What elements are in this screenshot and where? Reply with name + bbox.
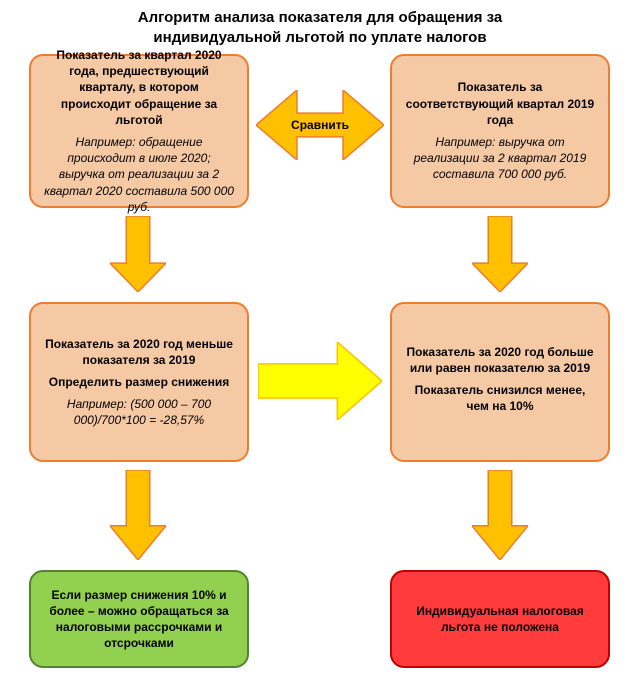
box-q2020-bold: Показатель за квартал 2020 года, предшес… xyxy=(43,47,235,128)
title-line1: Алгоритм анализа показателя для обращени… xyxy=(138,9,503,26)
box-q2019: Показатель за соответствующий квартал 20… xyxy=(390,54,610,208)
arrow-right-yellow xyxy=(258,342,382,420)
box-ml-bold1: Показатель за 2020 год меньше показателя… xyxy=(43,336,235,368)
result-eligible-text: Если размер снижения 10% и более – можно… xyxy=(43,587,235,652)
box-q2019-bold: Показатель за соответствующий квартал 20… xyxy=(404,79,596,128)
box-mr-bold1: Показатель за 2020 год больше или равен … xyxy=(404,344,596,376)
box-ml-example: Например: (500 000 – 700 000)/700*100 = … xyxy=(43,396,235,428)
box-mr-bold2: Показатель снизился менее, чем на 10% xyxy=(404,382,596,414)
box-ge-2019: Показатель за 2020 год больше или равен … xyxy=(390,302,610,462)
page-title: Алгоритм анализа показателя для обращени… xyxy=(0,8,640,47)
svg-text:Сравнить: Сравнить xyxy=(291,118,349,132)
box-q2019-example: Например: выручка от реализации за 2 ква… xyxy=(404,134,596,183)
box-q2020: Показатель за квартал 2020 года, предшес… xyxy=(29,54,249,208)
title-line2: индивидуальной льготой по уплате налогов xyxy=(153,29,486,46)
compare-arrow: Сравнить xyxy=(256,90,384,160)
box-ml-bold2: Определить размер снижения xyxy=(43,374,235,390)
box-result-not-eligible: Индивидуальная налоговая льгота не полож… xyxy=(390,570,610,668)
box-result-eligible: Если размер снижения 10% и более – можно… xyxy=(29,570,249,668)
arrow-down-left-1 xyxy=(110,216,166,292)
flowchart-container: Алгоритм анализа показателя для обращени… xyxy=(0,0,640,690)
arrow-down-left-2 xyxy=(110,470,166,560)
box-q2020-example: Например: обращение происходит в июле 20… xyxy=(43,134,235,215)
arrow-down-right-2 xyxy=(472,470,528,560)
arrow-down-right-1 xyxy=(472,216,528,292)
box-less-2019: Показатель за 2020 год меньше показателя… xyxy=(29,302,249,462)
result-not-eligible-text: Индивидуальная налоговая льгота не полож… xyxy=(404,603,596,635)
